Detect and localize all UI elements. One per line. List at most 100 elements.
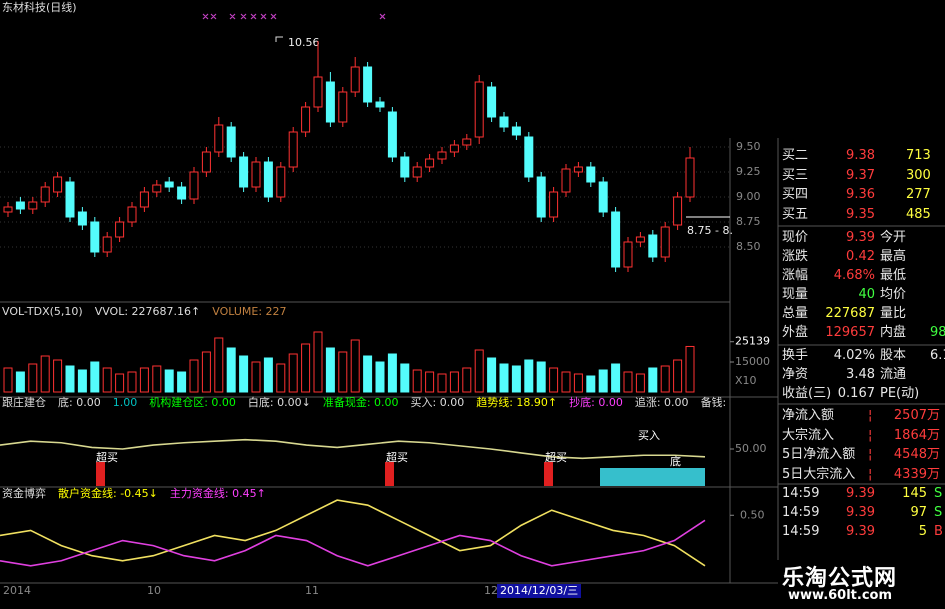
y-tick-label: 15000 [735,355,770,368]
quote-cell: 外盘 [782,325,809,340]
volume-bar [3,367,13,393]
quote-cell: 现量 [782,287,809,302]
quote-cell: 买二 [782,148,809,163]
header-item: 1.00 [112,396,138,409]
indicator-line [0,499,706,567]
quote-cell: 大宗流入 [782,427,835,443]
candle-body [177,186,187,200]
quote-cell: 涨幅 [782,268,809,283]
candle-body [77,211,87,226]
y-tick-label: 0.50 [740,508,765,521]
candle-body [53,176,63,193]
indicator-line [0,519,706,567]
volume-bar [673,359,683,393]
volume-bar [412,369,422,393]
y-tick-label: 9.50 [736,140,761,153]
x-tick-label: 10 [147,584,161,597]
candle-body [288,131,298,168]
candle-body [375,101,385,108]
volume-bar [301,343,311,393]
candle-body [325,81,335,123]
x-tick-label: 11 [305,584,319,597]
quote-cell: 5日大宗流入 [782,467,856,483]
candle-body [586,166,596,183]
header-item: 趋势线: 18.90↑ [476,396,558,409]
quote-cell: 98 [930,325,945,340]
quote-cell: 量比 [880,306,907,321]
header-item: 备钱: [700,396,727,409]
candle-body [462,138,472,146]
quote-cell: 3.48 [846,367,875,382]
volume-bar [586,375,596,393]
volume-bar [487,357,497,393]
quote-cell: 内盘 [880,325,907,340]
candle-body [412,166,422,178]
volume-bar [226,347,236,393]
quote-cell: 5 [918,524,927,539]
quote-cell: 1864万 [893,427,940,443]
quote-row: 买二 9.38 713 [778,146,945,165]
volume-bar [635,373,645,393]
candle-body [660,226,670,258]
candle-body [189,171,199,200]
quote-row: 总量 227687 量比 [778,304,945,323]
candle-body [201,151,211,173]
x-tick-label: 12 [484,584,498,597]
volume-bar [549,367,559,393]
header-item: 买入: 0.00 [410,396,465,409]
quote-row: 5日大宗流入 4339万 ¦ [778,465,945,484]
quote-row: 买五 9.35 485 [778,205,945,224]
header-item: 白底: 0.00↓ [247,396,311,409]
quote-row: 涨跌 0.42 最高 [778,247,945,266]
y-tick-label: 8.50 [736,240,761,253]
quote-cell: 485 [906,207,931,223]
quote-row: 14:59 9.39 97 S [778,503,945,522]
annotation: 10.56 [288,36,320,49]
y-tick-label: 9.00 [736,190,761,203]
volume-bar [387,353,397,393]
volume-bar [28,363,38,393]
volume-bar [313,331,323,393]
flow-marker: ¦ [868,427,873,443]
candle-body [437,151,447,160]
header-item: 准备现金: 0.00 [322,396,399,409]
quote-cell: 14:59 [782,505,820,520]
candle-body [15,201,25,210]
quote-cell: 买五 [782,207,809,223]
candle-body [90,221,100,253]
quote-cell: 14:59 [782,486,820,501]
watermark-name: 乐淘公式网 [782,566,898,591]
volume-bar [239,355,249,393]
header-item: VOL-TDX(5,10) [2,305,83,318]
quote-cell: S [934,486,943,501]
volume-unit: X10 [735,374,757,387]
quote-cell: PE(动) [880,386,920,401]
indicator-bars [96,462,705,486]
quote-cell: 流通 [880,367,907,382]
quote-row: 现价 9.39 今开 [778,228,945,247]
volume-bar [363,355,373,393]
quote-cell: 0.42 [846,249,875,264]
flow-marker: ¦ [868,447,873,463]
quote-cell: 涨跌 [782,249,809,264]
quote-cell: 713 [906,148,931,163]
volume-bar [214,337,224,393]
candle-body [648,234,658,258]
flow-marker: ¦ [868,467,873,483]
quote-cell: 9.38 [846,148,875,163]
chart-title: 东材科技(日线) [2,0,77,14]
candle-body [65,181,75,218]
header-item: VOLUME: 227 [212,305,287,318]
candle-body [28,201,38,210]
volume-bar [611,363,621,393]
candle-body [598,181,608,213]
quote-cell: 4548万 [893,447,940,463]
volume-bar [474,349,484,393]
quote-cell: 6.1 [930,348,945,363]
volume-bar [90,361,100,393]
volume-bar [536,361,546,393]
candle-body [115,221,125,238]
volume-bar [449,371,459,393]
quote-cell: 9.36 [846,187,875,203]
